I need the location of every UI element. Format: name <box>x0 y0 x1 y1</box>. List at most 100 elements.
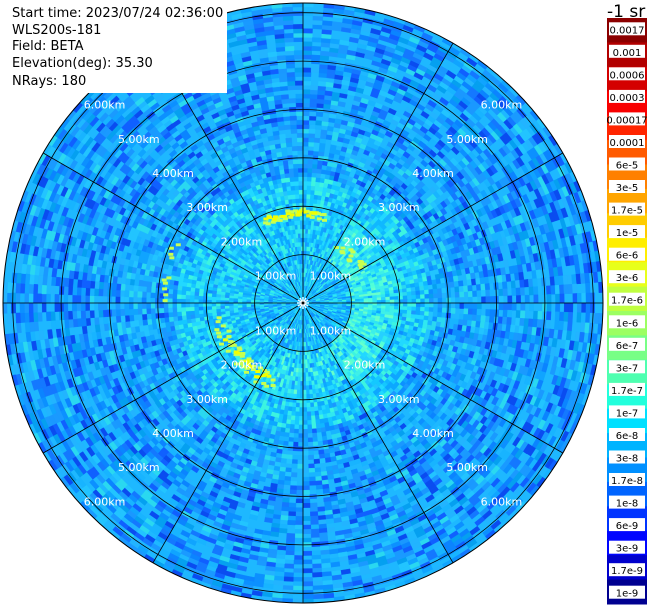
field-cell <box>303 159 308 163</box>
field-cell <box>303 129 309 134</box>
field-cell <box>303 50 312 55</box>
field-cell <box>568 284 573 294</box>
field-cell <box>390 306 395 309</box>
field-cell <box>499 296 504 303</box>
field-cell <box>303 146 309 151</box>
field-cell <box>458 319 463 325</box>
field-cell <box>317 95 325 100</box>
field-cell <box>317 164 322 169</box>
field-cell <box>425 294 430 299</box>
field-cell <box>497 275 502 282</box>
field-cell <box>303 94 310 98</box>
field-cell <box>394 293 399 297</box>
field-cell <box>303 142 309 146</box>
field-cell <box>472 291 477 297</box>
field-cell <box>303 125 309 129</box>
field-cell <box>432 317 437 322</box>
field-cell <box>460 303 464 309</box>
field-cell <box>419 315 424 320</box>
field-cell <box>572 284 577 294</box>
field-cell <box>303 172 308 176</box>
field-cell <box>311 186 315 191</box>
field-cell <box>447 303 452 308</box>
field-cell <box>564 312 569 321</box>
field-cell <box>322 117 329 122</box>
field-cell <box>455 292 460 298</box>
field-cell <box>394 309 399 313</box>
field-cell <box>308 151 313 156</box>
field-cell <box>516 295 520 303</box>
field-cell <box>432 284 437 289</box>
field-cell <box>313 11 323 16</box>
field-cell <box>468 291 473 297</box>
field-cell <box>327 126 334 131</box>
field-cell <box>317 103 324 108</box>
field-cell <box>303 11 313 16</box>
field-cell <box>411 291 416 295</box>
field-cell <box>512 303 517 310</box>
field-cell <box>403 296 408 300</box>
field-cell <box>508 296 512 303</box>
field-cell <box>310 85 318 90</box>
field-cell <box>560 294 565 303</box>
field-cell <box>581 313 586 323</box>
field-cell <box>433 289 438 294</box>
field-cell <box>519 272 524 280</box>
field-cell <box>472 315 477 321</box>
field-cell <box>314 138 320 143</box>
field-cell <box>303 98 310 103</box>
field-cell <box>546 286 551 295</box>
field-cell <box>451 303 455 308</box>
field-cell <box>303 168 308 172</box>
field-cell <box>377 298 381 301</box>
field-cell <box>429 307 434 312</box>
field-cell <box>486 309 491 316</box>
field-cell <box>313 25 323 30</box>
field-cell <box>319 143 325 148</box>
field-cell <box>455 298 460 304</box>
field-cell <box>390 297 395 300</box>
field-cell <box>303 72 311 77</box>
field-cell <box>311 190 315 195</box>
field-cell <box>386 303 390 306</box>
field-cell <box>533 278 538 287</box>
field-cell <box>412 303 416 307</box>
field-cell <box>468 297 472 303</box>
field-cell <box>442 293 447 298</box>
field-cell <box>303 120 309 125</box>
field-cell <box>303 68 311 73</box>
field-cell <box>577 293 582 303</box>
field-cell <box>481 284 486 291</box>
field-cell <box>473 297 478 303</box>
field-cell <box>555 312 560 321</box>
field-cell <box>481 297 486 303</box>
field-cell <box>564 303 569 312</box>
field-cell <box>316 177 321 182</box>
field-cell <box>590 313 595 323</box>
field-cell <box>520 311 525 319</box>
field-cell <box>316 121 323 126</box>
field-cell <box>438 303 443 308</box>
field-cell <box>534 295 539 303</box>
field-cell <box>318 160 323 165</box>
field-cell <box>566 331 571 341</box>
field-cell <box>314 147 320 152</box>
field-cell <box>421 299 425 303</box>
field-cell <box>476 284 481 291</box>
field-cell <box>412 299 416 303</box>
field-cell <box>310 98 317 103</box>
field-cell <box>468 309 473 315</box>
field-cell <box>309 129 315 134</box>
field-cell <box>536 270 541 279</box>
field-cell <box>477 291 482 297</box>
scan-info-panel: Start time: 2023/07/24 02:36:00 WLS200s-… <box>12 6 227 93</box>
field-cell <box>360 299 364 301</box>
field-cell <box>488 276 493 283</box>
field-cell <box>412 307 417 311</box>
field-cell <box>416 311 421 315</box>
field-cell <box>434 303 438 308</box>
field-cell <box>438 298 443 303</box>
field-cell <box>585 273 590 283</box>
field-cell <box>303 90 310 95</box>
field-cell <box>502 317 507 324</box>
